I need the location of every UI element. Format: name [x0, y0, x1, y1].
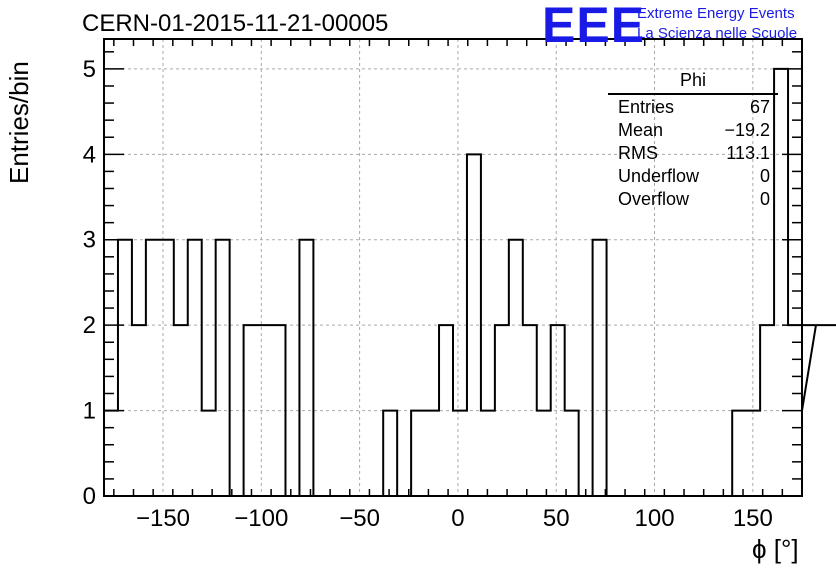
histogram-bin: [258, 325, 272, 496]
histogram-bin: [481, 411, 495, 496]
stats-row-rms: RMS 113.1: [608, 143, 778, 166]
stats-row-entries: Entries 67: [608, 97, 778, 120]
histogram-bin: [383, 411, 397, 496]
histogram-bin: [732, 411, 746, 496]
y-tick-label: 0: [83, 483, 96, 510]
histogram-bin: [104, 411, 118, 496]
histogram-bin: [565, 411, 579, 496]
chart-title: CERN-01-2015-11-21-00005: [82, 10, 389, 37]
tick-labels: −150 −100 −50 0 50 100 150 0 1 2 3 4 5: [83, 56, 773, 532]
histogram-outline: [103, 67, 836, 497]
stats-value: 0: [759, 166, 770, 186]
histogram-bin: [118, 240, 132, 496]
histogram-bin: [537, 411, 551, 496]
stats-label: Mean: [618, 120, 664, 140]
histogram-bin: [425, 411, 439, 496]
histogram-bin: [411, 411, 425, 496]
stats-value: −19.2: [724, 120, 770, 140]
histogram-bin: [160, 240, 174, 496]
logo-caption-line1: Extreme Energy Events: [637, 5, 795, 22]
x-tick-label: 100: [635, 505, 675, 532]
stats-row-mean: Mean −19.2: [608, 120, 778, 143]
histogram-bin: [509, 240, 523, 496]
stats-value: 113.1: [726, 143, 770, 163]
logo-caption: Extreme Energy Events La Scienza nelle S…: [637, 4, 797, 44]
x-tick-label: 0: [451, 505, 464, 532]
eee-logo: EEE: [542, 0, 646, 53]
histogram-bin: [593, 240, 607, 496]
x-tick-label: 150: [733, 505, 773, 532]
stats-row-overflow: Overflow 0: [608, 189, 778, 212]
x-tick-label: −150: [136, 505, 190, 532]
x-tick-label: −100: [234, 505, 288, 532]
y-tick-label: 1: [83, 398, 96, 425]
stats-row-underflow: Underflow 0: [608, 166, 778, 189]
x-axis-label: ϕ [°]: [752, 534, 799, 564]
stats-label: Underflow: [618, 166, 700, 186]
logo-caption-line2: La Scienza nelle Scuole: [637, 25, 798, 42]
stats-divider: [608, 93, 778, 95]
y-tick-label: 3: [83, 227, 96, 254]
y-axis-label: Entries/bin: [4, 61, 34, 184]
x-tick-label: 50: [543, 505, 570, 532]
histogram-bin: [216, 240, 230, 496]
stats-name: Phi: [679, 70, 706, 90]
stats-box: Phi Entries 67 Mean −19.2 RMS 113.1 Unde…: [608, 70, 778, 212]
stats-label: Entries: [618, 97, 675, 117]
histogram-bin: [188, 240, 202, 496]
stats-value: 67: [749, 97, 770, 117]
y-tick-label: 4: [83, 141, 96, 168]
histogram-bin: [299, 240, 313, 496]
histogram-bin: [202, 411, 216, 496]
stats-label: RMS: [618, 143, 658, 163]
axis-ticks: [104, 39, 803, 497]
stats-label: Overflow: [618, 189, 690, 209]
histogram-bin: [146, 240, 160, 496]
x-tick-label: −50: [339, 505, 380, 532]
plot-frame: [103, 38, 803, 497]
histogram-bin: [453, 411, 467, 496]
histogram-bin: [174, 325, 188, 496]
histogram-bars: [103, 67, 836, 497]
y-tick-label: 2: [83, 312, 96, 339]
stats-value: 0: [759, 189, 770, 209]
y-tick-label: 5: [83, 56, 96, 83]
